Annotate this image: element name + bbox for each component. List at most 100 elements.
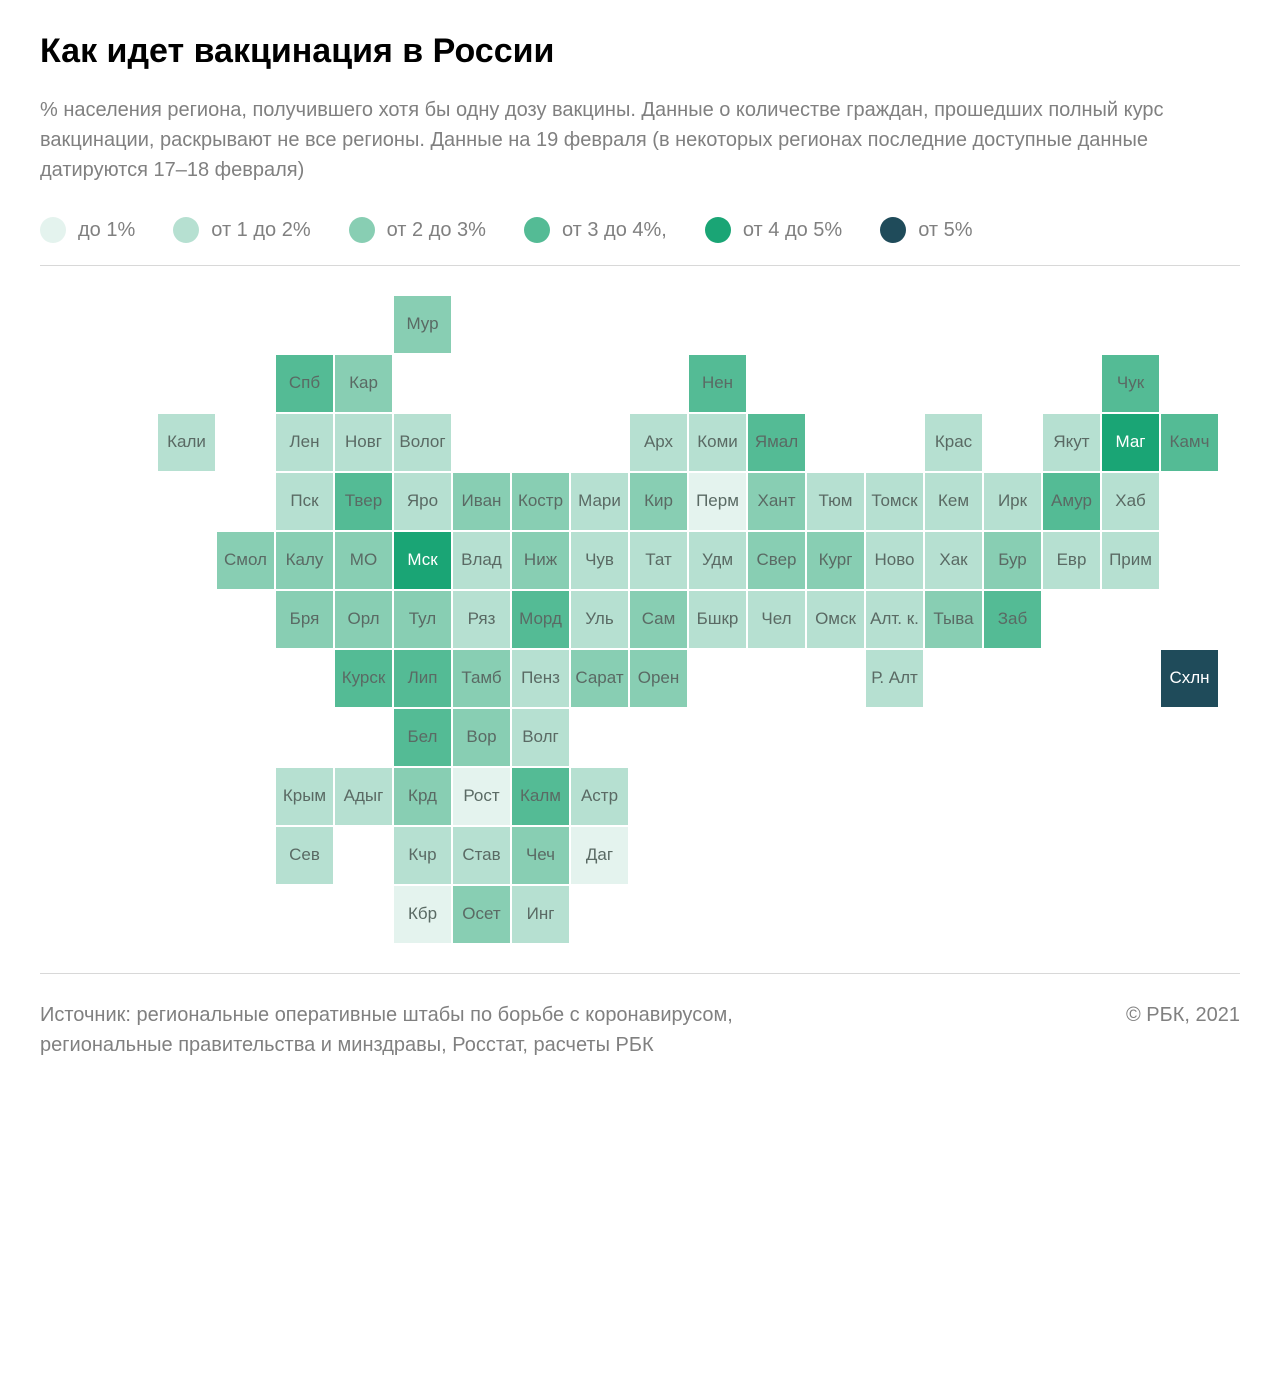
legend-swatch [880,217,906,243]
source-text: Источник: региональные оперативные штабы… [40,1000,800,1060]
region-cell: Крас [925,414,982,471]
page-container: Как идет вакцинация в России % населения… [0,0,1280,1090]
region-cell: Бря [276,591,333,648]
region-cell: Кали [158,414,215,471]
region-cell: Чеч [512,827,569,884]
region-cell: Ямал [748,414,805,471]
legend-label: до 1% [78,219,135,242]
region-cell: Камч [1161,414,1218,471]
region-cell: Мари [571,473,628,530]
region-cell: Рост [453,768,510,825]
region-cell: Иван [453,473,510,530]
legend-item: до 1% [40,217,135,243]
region-cell: Хак [925,532,982,589]
region-cell: Волог [394,414,451,471]
region-cell: Кчр [394,827,451,884]
region-cell: Омск [807,591,864,648]
credit-text: © РБК, 2021 [1126,1000,1240,1030]
region-cell: Арх [630,414,687,471]
region-cell: Курск [335,650,392,707]
region-cell: Влад [453,532,510,589]
legend-item: от 4 до 5% [705,217,842,243]
region-cell: Ряз [453,591,510,648]
region-cell: Вор [453,709,510,766]
region-cell: Свер [748,532,805,589]
region-cell: Тат [630,532,687,589]
region-cell: Волг [512,709,569,766]
region-cell: Калм [512,768,569,825]
region-cell: Евр [1043,532,1100,589]
region-cell: Бшкр [689,591,746,648]
region-cell: Ирк [984,473,1041,530]
region-cell: Орл [335,591,392,648]
legend-item: от 5% [880,217,972,243]
region-cell: Кар [335,355,392,412]
region-cell: Смол [217,532,274,589]
page-title: Как идет вакцинация в России [40,32,1240,71]
region-cell: Мск [394,532,451,589]
region-cell: Инг [512,886,569,943]
region-cell: Мур [394,296,451,353]
region-cell: Схлн [1161,650,1218,707]
legend-label: от 1 до 2% [211,219,310,242]
region-cell: Адыг [335,768,392,825]
region-cell: Коми [689,414,746,471]
region-cell: Маг [1102,414,1159,471]
footer: Источник: региональные оперативные штабы… [40,1000,1240,1060]
cartogram-grid: МурСпбКарНенЧукКалиЛенНовгВологАрхКомиЯм… [40,296,1240,943]
region-cell: Даг [571,827,628,884]
legend-item: от 2 до 3% [349,217,486,243]
region-cell: Ново [866,532,923,589]
region-cell: Тул [394,591,451,648]
legend-swatch [40,217,66,243]
region-cell: Кург [807,532,864,589]
region-cell: Орен [630,650,687,707]
region-cell: Крым [276,768,333,825]
region-cell: Чув [571,532,628,589]
region-cell: Сев [276,827,333,884]
region-cell: Хаб [1102,473,1159,530]
legend-swatch [524,217,550,243]
region-cell: Уль [571,591,628,648]
region-cell: Осет [453,886,510,943]
region-cell: Тюм [807,473,864,530]
region-cell: Бел [394,709,451,766]
region-cell: Твер [335,473,392,530]
region-cell: Якут [1043,414,1100,471]
region-cell: Кбр [394,886,451,943]
region-cell: Новг [335,414,392,471]
region-cell: Томск [866,473,923,530]
region-cell: Удм [689,532,746,589]
region-cell: Сарат [571,650,628,707]
legend-swatch [705,217,731,243]
region-cell: Сам [630,591,687,648]
region-cell: Пенз [512,650,569,707]
region-cell: Яро [394,473,451,530]
region-cell: МО [335,532,392,589]
region-cell: Кир [630,473,687,530]
legend: до 1% от 1 до 2% от 2 до 3% от 3 до 4%, от 4… [40,217,1240,243]
bottom-divider [40,973,1240,974]
region-cell: Перм [689,473,746,530]
region-cell: Спб [276,355,333,412]
region-cell: Лип [394,650,451,707]
region-cell: Заб [984,591,1041,648]
region-cell: Кем [925,473,982,530]
legend-label: от 3 до 4%, [562,219,667,242]
region-cell: Р. Алт [866,650,923,707]
region-cell: Став [453,827,510,884]
legend-item: от 1 до 2% [173,217,310,243]
page-subtitle: % населения региона, получившего хотя бы… [40,95,1240,185]
region-cell: Бур [984,532,1041,589]
legend-label: от 4 до 5% [743,219,842,242]
region-cell: Пск [276,473,333,530]
region-cell: Хант [748,473,805,530]
region-cell: Лен [276,414,333,471]
region-cell: Тыва [925,591,982,648]
region-cell: Крд [394,768,451,825]
region-cell: Прим [1102,532,1159,589]
top-divider [40,265,1240,266]
cartogram-wrap: МурСпбКарНенЧукКалиЛенНовгВологАрхКомиЯм… [40,296,1240,943]
legend-swatch [349,217,375,243]
region-cell: Алт. к. [866,591,923,648]
